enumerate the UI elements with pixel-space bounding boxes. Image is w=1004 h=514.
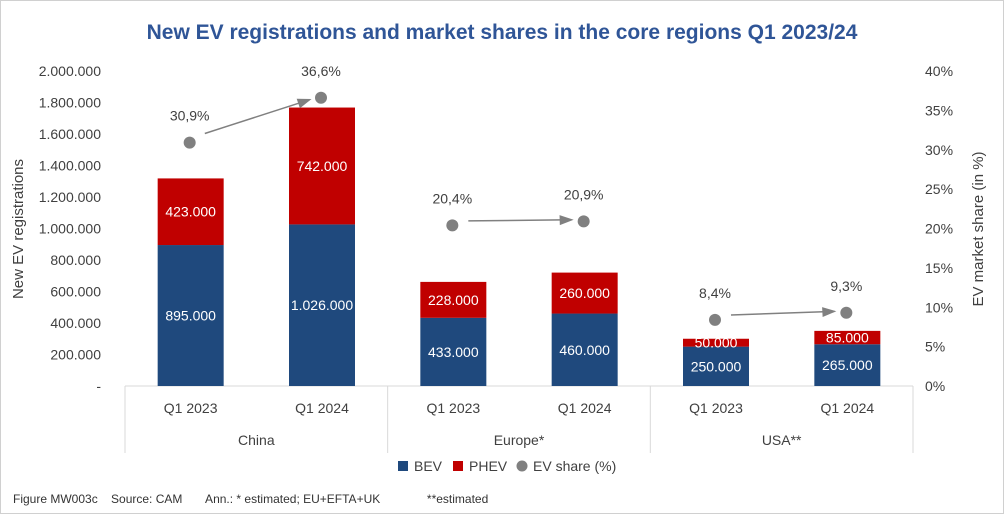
y-tick-label: 1.600.000 <box>39 126 101 142</box>
chart-title: New EV registrations and market shares i… <box>147 21 858 44</box>
y2-tick-label: 5% <box>925 339 945 355</box>
y2-axis-ticks: 40% 35% 30% 25% 20% 15% 10% 5% 0% <box>925 63 953 394</box>
share-arrow-head <box>559 215 574 226</box>
x-tick-label: Q1 2024 <box>558 400 612 416</box>
y-tick-label: 1.000.000 <box>39 221 101 237</box>
x-tick-label: Q1 2024 <box>820 400 874 416</box>
y2-axis-title: EV market share (in %) <box>970 151 987 306</box>
bar-bev <box>289 224 355 386</box>
bar-label-bev: 433.000 <box>428 344 479 360</box>
bar-label-bev: 1.026.000 <box>291 297 353 313</box>
y2-tick-label: 15% <box>925 260 953 276</box>
y-axis-title: New EV registrations <box>10 159 27 299</box>
x-tick-label: Q1 2023 <box>426 400 480 416</box>
legend-label: EV share (%) <box>533 458 616 474</box>
y-tick-label: 1.200.000 <box>39 189 101 205</box>
share-point <box>709 313 721 326</box>
y-tick-label: 800.000 <box>50 252 101 268</box>
y-tick-label: 1.400.000 <box>39 158 101 174</box>
bar-labels-layer: 895.000 423.000 1.026.000 742.000 433.000 228… <box>165 158 872 374</box>
x-tick-label: Q1 2023 <box>689 400 743 416</box>
share-points-layer: 30,9% 36,6% 20,4% 20,9% 8,4% 9,3% <box>170 63 862 326</box>
category-axis <box>124 385 914 453</box>
bar-bev <box>157 245 224 386</box>
share-arrow-head <box>822 307 837 318</box>
share-point <box>840 306 853 319</box>
bar-label-bev: 895.000 <box>165 308 216 324</box>
y-tick-label: - <box>96 378 101 394</box>
bar-label-bev: 460.000 <box>559 342 610 358</box>
y-tick-label: 600.000 <box>50 284 101 300</box>
y-axis-ticks: 2.000.000 1.800.000 1.600.000 1.400.000 1.20… <box>39 63 102 394</box>
group-label: USA** <box>762 432 802 448</box>
y-tick-label: 400.000 <box>50 315 101 331</box>
legend-marker <box>516 460 528 472</box>
y-tick-label: 2.000.000 <box>39 63 101 79</box>
footer-note: Figure MW003c Source: CAM Ann.: * estima… <box>13 492 488 506</box>
y2-tick-label: 30% <box>925 142 953 158</box>
share-point <box>446 219 459 232</box>
legend-label: PHEV <box>469 458 508 474</box>
group-label: Europe* <box>494 432 545 448</box>
x-tick-label: Q1 2024 <box>295 400 349 416</box>
bar-bev <box>683 346 749 386</box>
share-point <box>577 215 590 228</box>
share-arrow-line <box>204 98 310 135</box>
bar-label-phev: 423.000 <box>165 204 216 220</box>
share-label: 9,3% <box>830 278 862 294</box>
share-label: 20,9% <box>564 186 604 202</box>
legend-swatch <box>398 461 408 471</box>
bar-label-bev: 265.000 <box>822 357 873 373</box>
group-label: China <box>238 432 275 448</box>
y-tick-label: 1.800.000 <box>39 95 101 111</box>
x-tick-label: Q1 2023 <box>164 400 218 416</box>
y2-tick-label: 20% <box>925 221 953 237</box>
bar-phev <box>683 338 749 347</box>
bar-phev <box>551 272 618 314</box>
share-label: 36,6% <box>301 63 341 79</box>
bar-phev <box>814 330 881 345</box>
bar-bev <box>814 344 881 386</box>
bar-label-phev: 228.000 <box>428 292 479 308</box>
y2-tick-label: 25% <box>925 181 953 197</box>
share-point <box>315 91 327 104</box>
y2-tick-label: 10% <box>925 299 953 315</box>
bar-bev <box>551 313 618 386</box>
y-tick-label: 200.000 <box>50 347 101 363</box>
y2-tick-label: 0% <box>925 378 945 394</box>
y2-tick-label: 35% <box>925 102 953 118</box>
bar-phev <box>157 178 224 246</box>
bar-label-phev: 742.000 <box>297 158 348 174</box>
legend: BEV PHEV EV share (%) <box>398 458 616 474</box>
bar-phev <box>289 107 355 225</box>
share-arrow-head <box>296 98 312 109</box>
share-label: 8,4% <box>699 285 731 301</box>
bar-label-phev: 260.000 <box>559 285 610 301</box>
bars-layer <box>157 107 881 386</box>
category-labels: Q1 2023 Q1 2024 Q1 2023 Q1 2024 Q1 2023 Q1 20… <box>164 400 875 448</box>
bar-label-bev: 250.000 <box>691 358 742 374</box>
bar-bev <box>420 317 487 386</box>
share-point <box>183 136 196 149</box>
share-label: 20,4% <box>432 190 472 206</box>
bar-label-phev: 85.000 <box>826 330 869 346</box>
share-arrow-line <box>468 219 572 222</box>
bar-phev <box>420 281 487 318</box>
y2-tick-label: 40% <box>925 63 953 79</box>
share-arrows-layer <box>204 98 837 318</box>
share-arrow-line <box>730 310 835 316</box>
share-label: 30,9% <box>170 108 210 124</box>
bar-label-phev: 50.000 <box>695 335 738 351</box>
legend-label: BEV <box>414 458 443 474</box>
legend-swatch <box>453 461 463 471</box>
